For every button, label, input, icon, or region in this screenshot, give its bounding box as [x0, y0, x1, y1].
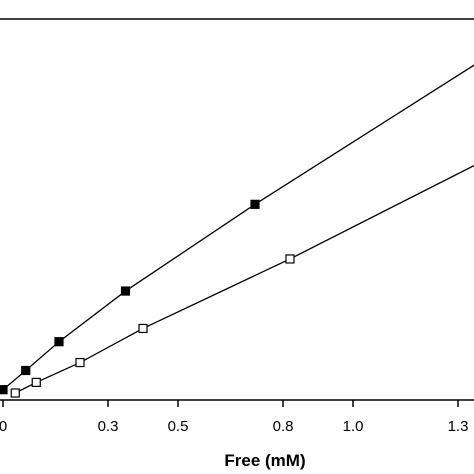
data-point-series-1: [250, 199, 260, 209]
data-point-series-2: [31, 377, 41, 388]
x-tick-label: 0.3: [98, 418, 119, 435]
x-axis-title: Free (mM): [224, 451, 305, 470]
data-point-series-2: [10, 388, 20, 398]
data-point-series-2: [138, 323, 148, 334]
data-point-series-2: [75, 357, 85, 368]
data-point-series-1: [21, 365, 31, 376]
x-tick-label: 0: [0, 418, 7, 435]
x-tick-label: 0.8: [273, 418, 294, 435]
x-tick-label: 0.5: [168, 418, 189, 435]
x-tick-label: 1.0: [343, 418, 364, 435]
data-point-series-2: [285, 254, 295, 264]
x-tick-label: 1.3: [448, 418, 469, 435]
data-point-series-1: [120, 286, 131, 296]
data-point-series-1: [0, 385, 8, 395]
series-layer: [0, 64, 474, 398]
x-axis-ticks: 0 0.3 0.5 0.8 1.0 1.3: [0, 400, 468, 435]
series-line-1: [2, 64, 474, 391]
data-point-series-1: [54, 337, 64, 347]
